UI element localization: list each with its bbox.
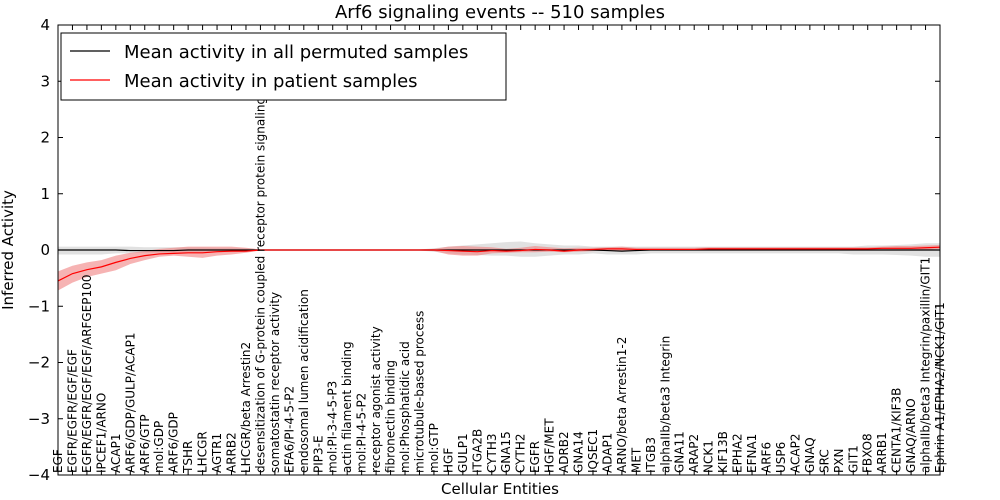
- x-tick-label: USP6: [774, 442, 788, 473]
- x-axis-label: Cellular Entities: [441, 480, 559, 498]
- x-tick-label: desensitization of G-protein coupled rec…: [253, 42, 267, 473]
- x-tick-label: AGTR1: [210, 433, 224, 473]
- x-tick-label: ARF6/GDP: [167, 412, 181, 473]
- y-tick-label: 2: [40, 129, 50, 147]
- x-tick-label: alphaIIb/beta3 Integrin/paxillin/GIT1: [919, 257, 933, 473]
- x-tick-label: ARF6: [759, 442, 773, 473]
- x-tick-label: GNAQ: [803, 437, 817, 473]
- x-tick-label: ITGA2B: [470, 429, 484, 473]
- x-tick-label: NCK1: [702, 440, 716, 473]
- x-tick-label: GNA15: [499, 431, 513, 473]
- x-tick-label: FBXO8: [861, 433, 875, 473]
- x-tick-label: ARRB2: [225, 432, 239, 473]
- x-tick-label: EFA6/PI-4-5-P2: [282, 386, 296, 473]
- y-tick-label: 4: [40, 16, 50, 34]
- x-tick-label: ACAP2: [788, 434, 802, 473]
- x-tick-label: actin filament binding: [340, 341, 354, 473]
- x-tick-label: mol:Phosphatidic acid: [398, 341, 412, 473]
- x-tick-label: MET: [629, 447, 643, 473]
- series-line-permuted: [58, 249, 940, 252]
- x-tick-label: ITGB3: [644, 437, 658, 473]
- x-tick-label: EPHA2: [731, 433, 745, 473]
- x-tick-label: CENTA1/KIF3B: [890, 388, 904, 473]
- y-tick-label: −1: [28, 297, 50, 315]
- x-tick-label: receptor agonist activity: [369, 326, 383, 473]
- x-tick-label: ARF6/GDP/GULP/ACAP1: [123, 333, 137, 473]
- y-tick-label: 1: [40, 185, 50, 203]
- x-tick-label: fibronectin binding: [384, 360, 398, 473]
- x-tick-label: mol:GTP: [427, 423, 441, 473]
- x-tick-label: GIT1: [846, 445, 860, 473]
- x-tick-label: GNAQ/ARNO: [904, 398, 918, 473]
- x-tick-label: HGF/MET: [543, 418, 557, 473]
- x-tick-label: IQSEC1: [586, 429, 600, 473]
- x-tick-label: ARF6/GTP: [138, 414, 152, 473]
- legend-box: [60, 32, 507, 101]
- x-tick-label: microtubule-based process: [412, 311, 426, 473]
- legend-label-permuted: Mean activity in all permuted samples: [124, 42, 468, 63]
- x-tick-label: EGF: [51, 449, 65, 473]
- x-tick-label: SRC: [817, 449, 831, 473]
- x-tick-label: alphaIIb/beta3 Integrin: [658, 336, 672, 473]
- x-tick-label: LHCGR: [196, 431, 210, 473]
- x-tick-label: GULP1: [456, 433, 470, 473]
- series-line-patient: [57, 246, 941, 282]
- x-tick-label: EFNA1: [745, 434, 759, 473]
- x-tick-label: IPCEF1/ARNO: [94, 393, 108, 473]
- x-tick-label: mol:PI-3-4-5-P3: [326, 381, 340, 473]
- x-tick-label: GNA11: [673, 431, 687, 473]
- y-axis-label: Inferred Activity: [0, 190, 17, 310]
- x-tick-label: endosomal lumen acidification: [297, 289, 311, 473]
- x-tick-label: PXN: [832, 449, 846, 473]
- x-tick-label: EGFR: [528, 441, 542, 473]
- chart-title: Arf6 signaling events -- 510 samples: [335, 2, 665, 23]
- x-tick-label: ARAP2: [687, 434, 701, 473]
- y-tick-label: −4: [28, 466, 50, 484]
- x-tick-label: PIP3-E: [311, 435, 325, 473]
- x-tick-label: KIF13B: [716, 431, 730, 473]
- y-tick-label: 3: [40, 72, 50, 90]
- x-tick-label: TSHR: [181, 441, 195, 474]
- x-tick-label: ARRB1: [875, 432, 889, 473]
- x-tick-label: ADRB2: [557, 431, 571, 473]
- x-tick-label: ARNO/beta Arrestin1-2: [615, 337, 629, 473]
- x-tick-label: EGFR/EGFR/EGF/EGF: [65, 349, 79, 473]
- y-tick-label: 0: [40, 241, 50, 259]
- x-tick-label: LHCGR/beta Arrestin2: [239, 342, 253, 473]
- y-tick-label: −3: [28, 410, 50, 428]
- x-tick-label: EGFR/EGFR/EGF/EGF/ARFGEP100: [80, 275, 94, 473]
- x-axis: EGF EGFR/EGFR/EGF/EGF EGFR/EGFR/EGF/EGF/AR…: [51, 25, 947, 475]
- x-tick-label: mol:PI-4-5-P2: [355, 393, 369, 473]
- x-tick-label: CYTH3: [485, 434, 499, 474]
- legend: Mean activity in all permuted samples Me…: [60, 32, 507, 101]
- legend-label-patient: Mean activity in patient samples: [124, 71, 418, 92]
- x-tick-label: mol:GDP: [152, 421, 166, 473]
- x-tick-label: GNA14: [572, 431, 586, 473]
- y-axis: 4 3 2 1 0 −1 −2 −3 −4: [28, 16, 940, 484]
- x-tick-label: ACAP1: [109, 434, 123, 473]
- x-tick-label: Ephrin A1/EPHA2/NCK1/GIT1: [933, 302, 947, 473]
- y-tick-label: −2: [28, 354, 50, 372]
- x-tick-label: ADAP1: [600, 433, 614, 473]
- x-tick-label: somatostatin receptor activity: [268, 292, 282, 473]
- x-tick-label: HGF: [441, 448, 455, 473]
- x-tick-label: CYTH2: [514, 434, 528, 474]
- series-lines: [57, 246, 941, 282]
